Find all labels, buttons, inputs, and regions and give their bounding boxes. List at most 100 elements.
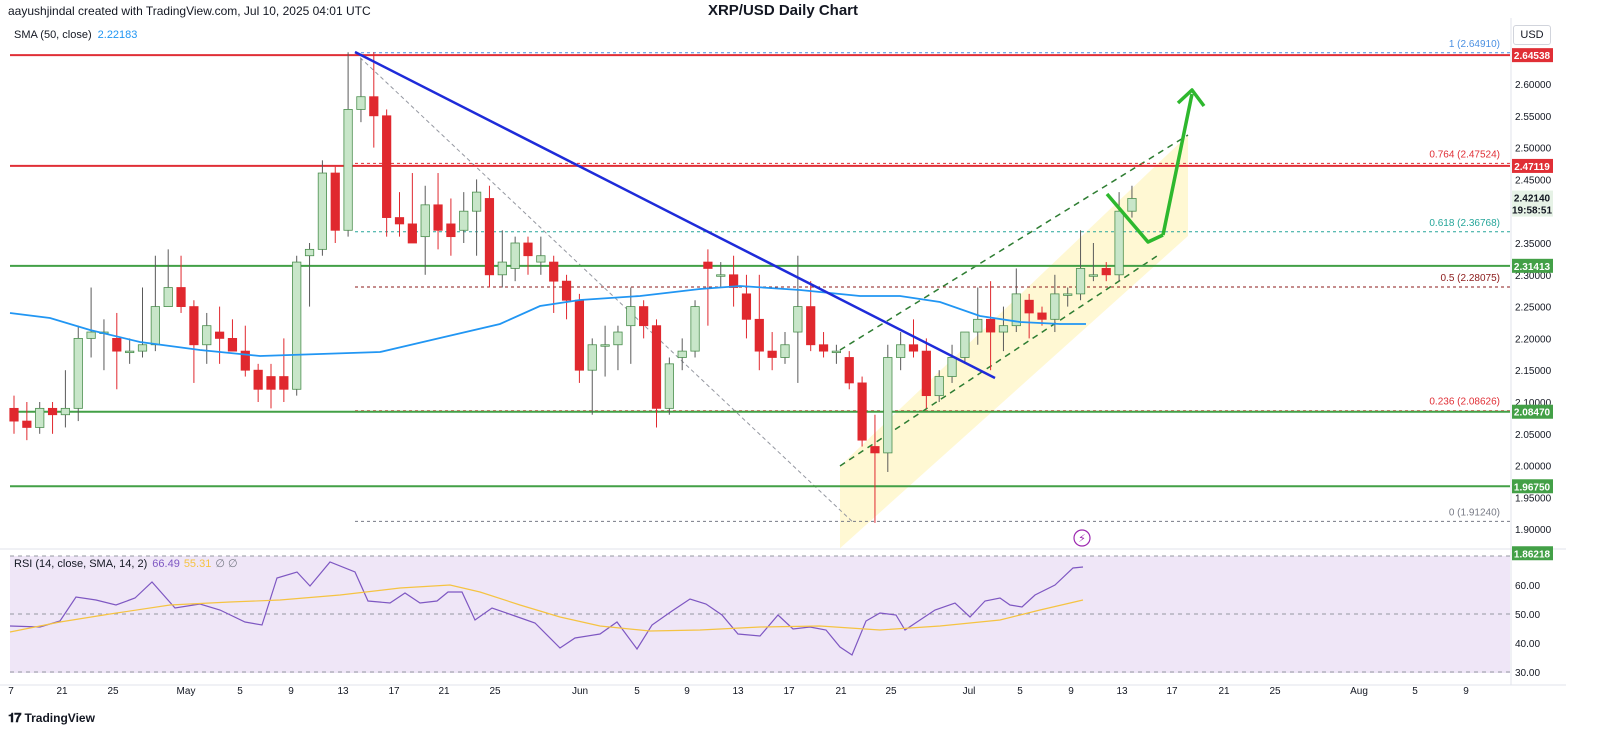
- lightning-marker-icon[interactable]: [1073, 529, 1091, 547]
- candle-body[interactable]: [998, 325, 1009, 333]
- candle-body[interactable]: [317, 172, 328, 250]
- candle-body[interactable]: [433, 204, 443, 231]
- candle-body[interactable]: [741, 293, 752, 320]
- sma-legend[interactable]: SMA (50, close) 2.22183: [14, 29, 137, 41]
- candle-body[interactable]: [1101, 268, 1111, 276]
- candle-body[interactable]: [459, 210, 469, 231]
- candle-body[interactable]: [22, 420, 32, 428]
- candle-body[interactable]: [523, 242, 533, 257]
- candle-body[interactable]: [908, 344, 919, 352]
- candle-body[interactable]: [163, 287, 173, 307]
- rsi-sma-line[interactable]: [9, 584, 1084, 633]
- candle-body[interactable]: [471, 191, 482, 212]
- candle-body[interactable]: [150, 306, 160, 346]
- candle-body[interactable]: [330, 172, 340, 231]
- bearish-trendline[interactable]: [354, 50, 996, 380]
- candle-body[interactable]: [806, 306, 816, 346]
- candle-body[interactable]: [343, 109, 353, 231]
- candle-body[interactable]: [986, 318, 996, 333]
- candle-body[interactable]: [844, 357, 854, 384]
- candle-body[interactable]: [729, 274, 739, 288]
- sma-line[interactable]: [9, 285, 1086, 357]
- currency-selector[interactable]: USD: [1513, 25, 1551, 45]
- candle-body[interactable]: [73, 337, 83, 409]
- candle-body[interactable]: [112, 337, 122, 352]
- candle-body[interactable]: [896, 344, 906, 358]
- candle-body[interactable]: [253, 369, 263, 390]
- candle-body[interactable]: [831, 350, 842, 354]
- price-badge-low[interactable]: [1512, 546, 1553, 561]
- candle-body[interactable]: [664, 363, 674, 409]
- candle-body[interactable]: [420, 204, 430, 238]
- candle-body[interactable]: [227, 337, 238, 352]
- candle-body[interactable]: [857, 382, 867, 441]
- candle-body[interactable]: [1050, 293, 1060, 320]
- candle-body[interactable]: [677, 350, 687, 358]
- candle-body[interactable]: [202, 325, 212, 346]
- candle-body[interactable]: [125, 350, 135, 354]
- candle-body[interactable]: [394, 217, 405, 225]
- candle-body[interactable]: [780, 344, 790, 358]
- candle-body[interactable]: [9, 407, 19, 422]
- channel-lower-line[interactable]: [839, 253, 1161, 467]
- candle-body[interactable]: [947, 357, 957, 377]
- candle-body[interactable]: [561, 280, 572, 301]
- candle-body[interactable]: [960, 331, 970, 358]
- candle-body[interactable]: [356, 96, 366, 110]
- candle-body[interactable]: [921, 350, 931, 397]
- candle-body[interactable]: [382, 115, 392, 218]
- candle-body[interactable]: [626, 306, 636, 327]
- candle-body[interactable]: [60, 407, 71, 416]
- candle-body[interactable]: [536, 255, 546, 263]
- tradingview-brand[interactable]: 𝟏𝟕 TradingView: [8, 710, 95, 726]
- candle-body[interactable]: [1114, 210, 1124, 276]
- price-badge-sup-3[interactable]: [1512, 479, 1553, 494]
- candle-body[interactable]: [510, 242, 520, 269]
- candle-body[interactable]: [137, 344, 148, 352]
- candle-body[interactable]: [1075, 268, 1086, 295]
- candle-body[interactable]: [446, 223, 456, 238]
- candle-body[interactable]: [266, 376, 276, 390]
- candle-body[interactable]: [587, 344, 597, 371]
- price-badge-sup-2[interactable]: [1512, 404, 1553, 419]
- candle-body[interactable]: [1024, 299, 1034, 314]
- price-badge-res-mid[interactable]: [1512, 158, 1553, 173]
- candle-body[interactable]: [484, 198, 495, 276]
- candle-body[interactable]: [214, 331, 225, 339]
- candle-body[interactable]: [651, 325, 662, 409]
- candle-body[interactable]: [35, 407, 45, 428]
- price-badge-current[interactable]: [1512, 190, 1553, 217]
- candle-body[interactable]: [639, 306, 649, 327]
- candle-body[interactable]: [754, 318, 764, 352]
- candle-body[interactable]: [1063, 293, 1073, 296]
- candle-body[interactable]: [613, 331, 623, 346]
- candle-body[interactable]: [1037, 312, 1047, 320]
- candle-body[interactable]: [86, 331, 96, 339]
- price-badge-sup-1[interactable]: [1512, 258, 1553, 273]
- candle-body[interactable]: [703, 261, 713, 269]
- candle-body[interactable]: [818, 344, 829, 352]
- candle-body[interactable]: [292, 261, 302, 390]
- candle-body[interactable]: [1127, 198, 1137, 212]
- candle-body[interactable]: [716, 274, 726, 277]
- candle-body[interactable]: [793, 306, 803, 333]
- candle-body[interactable]: [407, 223, 417, 244]
- candle-body[interactable]: [549, 261, 559, 282]
- candle-body[interactable]: [883, 357, 893, 454]
- price-badge-res-top[interactable]: [1512, 48, 1553, 63]
- candle-body[interactable]: [1011, 293, 1021, 327]
- candle-body[interactable]: [240, 350, 250, 371]
- candle-body[interactable]: [497, 261, 507, 276]
- candle-body[interactable]: [934, 376, 944, 397]
- candle-body[interactable]: [600, 344, 610, 347]
- candle-body[interactable]: [1088, 274, 1098, 277]
- candle-body[interactable]: [973, 318, 983, 333]
- candle-body[interactable]: [47, 407, 58, 416]
- candle-body[interactable]: [690, 306, 700, 352]
- candle-body[interactable]: [304, 248, 315, 257]
- candle-body[interactable]: [767, 350, 777, 358]
- candle-body[interactable]: [279, 376, 289, 390]
- rsi-legend[interactable]: RSI (14, close, SMA, 14, 2) 66.49 55.31 ∅ ∅: [14, 557, 238, 570]
- candle-body[interactable]: [189, 306, 199, 346]
